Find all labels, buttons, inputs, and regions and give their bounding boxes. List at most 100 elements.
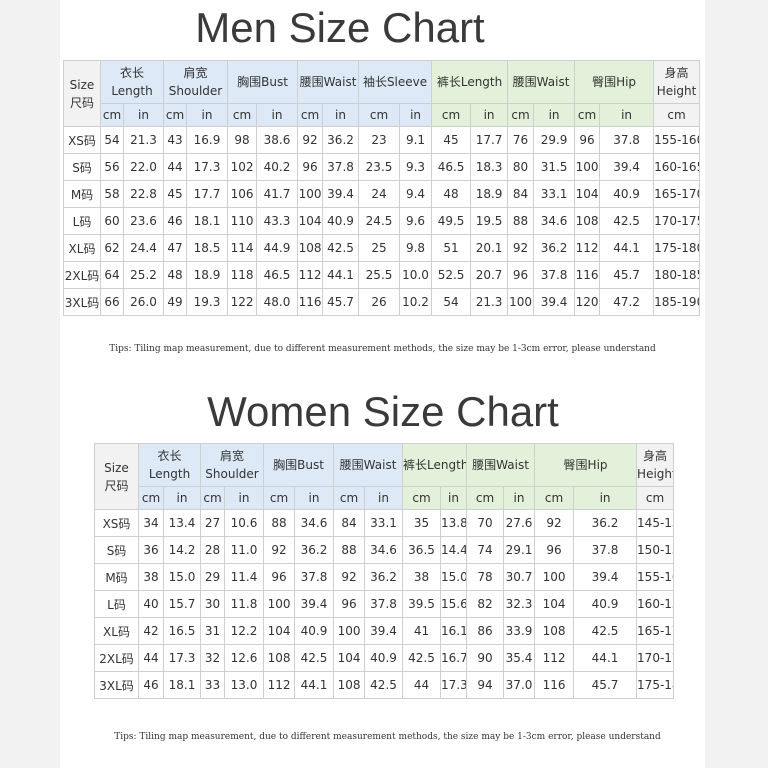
header-length: 衣长 Length — [137, 443, 202, 487]
value-cell: 100 — [574, 153, 601, 181]
header-length: 衣长 Length — [99, 60, 165, 104]
table-row: XL码 62 24.4 47 18.5 114 44.9 108 42.5 25 9.8 51 20.1… — [63, 234, 700, 262]
unit-cm: cm — [534, 486, 575, 510]
unit-cm: cm — [138, 486, 164, 510]
size-cell: L码 — [94, 590, 139, 618]
value-cell: 88 — [333, 536, 366, 564]
value-cell: 118 — [227, 261, 258, 289]
value-cell: 12.6 — [224, 644, 265, 672]
table-row: 2XL码 64 25.2 48 18.9 118 46.5 112 44.1 25.5 10.0 52… — [63, 261, 700, 289]
value-cell: 45.7 — [322, 288, 360, 316]
unit-cm: cm — [200, 486, 226, 510]
value-cell: 102 — [227, 153, 258, 181]
value-cell: 76 — [507, 126, 535, 154]
header-hip: 臀围Hip — [534, 443, 638, 487]
value-cell: 104 — [333, 644, 366, 672]
value-cell: 41.7 — [256, 180, 299, 208]
value-cell: 20.1 — [470, 234, 509, 262]
value-cell: 37.0 — [503, 671, 536, 699]
value-cell: 92 — [534, 509, 575, 537]
unit-in: in — [162, 486, 202, 510]
value-cell: 19.3 — [186, 288, 229, 316]
value-cell: 96 — [297, 153, 324, 181]
value-cell: 23.5 — [358, 153, 401, 181]
value-cell: 145-150 — [636, 509, 674, 537]
value-cell: 88 — [263, 509, 296, 537]
unit-in: in — [294, 486, 335, 510]
table-row: 3XL码 66 26.0 49 19.3 122 48.0 116 45.7 26 10.2 54 21… — [63, 288, 700, 316]
unit-cm: cm — [163, 103, 188, 127]
value-cell: 96 — [574, 126, 601, 154]
unit-in: in — [573, 486, 638, 510]
value-cell: 21.3 — [122, 126, 165, 154]
value-cell: 39.5 — [402, 590, 442, 618]
value-cell: 62 — [100, 234, 124, 262]
value-cell: 44 — [163, 153, 188, 181]
value-cell: 35.4 — [503, 644, 536, 672]
value-cell: 42.5 — [573, 617, 638, 645]
size-cell: M码 — [94, 563, 139, 591]
value-cell: 78 — [466, 563, 505, 591]
header-waist: 腰围Waist — [466, 443, 536, 487]
table-row: L码 40 15.7 30 11.8 100 39.4 96 37.8 39.5 15.6 82 32.… — [94, 590, 674, 618]
header-height: 身高 Height — [653, 60, 700, 104]
value-cell: 17.7 — [186, 180, 229, 208]
header-shoulder: 肩宽 Shoulder — [163, 60, 229, 104]
value-cell: 36.2 — [364, 563, 404, 591]
value-cell: 155-160 — [653, 126, 700, 154]
value-cell: 82 — [466, 590, 505, 618]
value-cell: 13.0 — [224, 671, 265, 699]
value-cell: 34.6 — [533, 207, 576, 235]
value-cell: 46.5 — [256, 261, 299, 289]
value-cell: 16.1 — [440, 617, 468, 645]
value-cell: 10.6 — [224, 509, 265, 537]
value-cell: 84 — [507, 180, 535, 208]
value-cell: 42.5 — [599, 207, 655, 235]
unit-cm: cm — [100, 103, 124, 127]
size-cell: S码 — [63, 153, 101, 181]
value-cell: 180-185 — [653, 261, 700, 289]
value-cell: 17.3 — [440, 671, 468, 699]
header-length: 裤长Length — [402, 443, 468, 487]
value-cell: 49 — [163, 288, 188, 316]
unit-cm: cm — [574, 103, 601, 127]
value-cell: 100 — [333, 617, 366, 645]
value-cell: 112 — [297, 261, 324, 289]
value-cell: 15.0 — [162, 563, 202, 591]
unit-in: in — [322, 103, 360, 127]
value-cell: 92 — [507, 234, 535, 262]
value-cell: 17.7 — [470, 126, 509, 154]
header-bust: 胸围Bust — [263, 443, 335, 487]
value-cell: 38 — [138, 563, 164, 591]
value-cell: 165-170 — [653, 180, 700, 208]
value-cell: 100 — [507, 288, 535, 316]
unit-in: in — [599, 103, 655, 127]
value-cell: 175-180 — [653, 234, 700, 262]
header-size: Size 尺码 — [63, 60, 101, 127]
value-cell: 84 — [333, 509, 366, 537]
value-cell: 44.1 — [573, 644, 638, 672]
value-cell: 40.9 — [294, 617, 335, 645]
table-row: XS码 34 13.4 27 10.6 88 34.6 84 33.1 35 13.8 70 27.6 9… — [94, 509, 674, 537]
unit-cm: cm — [263, 486, 296, 510]
value-cell: 21.3 — [470, 288, 509, 316]
size-cell: 2XL码 — [94, 644, 139, 672]
value-cell: 94 — [466, 671, 505, 699]
value-cell: 104 — [534, 590, 575, 618]
table-row: XL码 42 16.5 31 12.2 104 40.9 100 39.4 41 16.1 86 33.… — [94, 617, 674, 645]
women-tips-text: Tips: Tiling map measurement, due to dif… — [114, 732, 661, 742]
value-cell: 120 — [574, 288, 601, 316]
size-cell: 2XL码 — [63, 261, 101, 289]
value-cell: 52.5 — [431, 261, 472, 289]
value-cell: 41 — [402, 617, 442, 645]
value-cell: 40.9 — [322, 207, 360, 235]
unit-in: in — [186, 103, 229, 127]
unit-cm: cm — [333, 486, 366, 510]
value-cell: 40.9 — [364, 644, 404, 672]
value-cell: 27.6 — [503, 509, 536, 537]
value-cell: 26.0 — [122, 288, 165, 316]
value-cell: 90 — [466, 644, 505, 672]
value-cell: 43 — [163, 126, 188, 154]
value-cell: 42 — [138, 617, 164, 645]
value-cell: 110 — [227, 207, 258, 235]
